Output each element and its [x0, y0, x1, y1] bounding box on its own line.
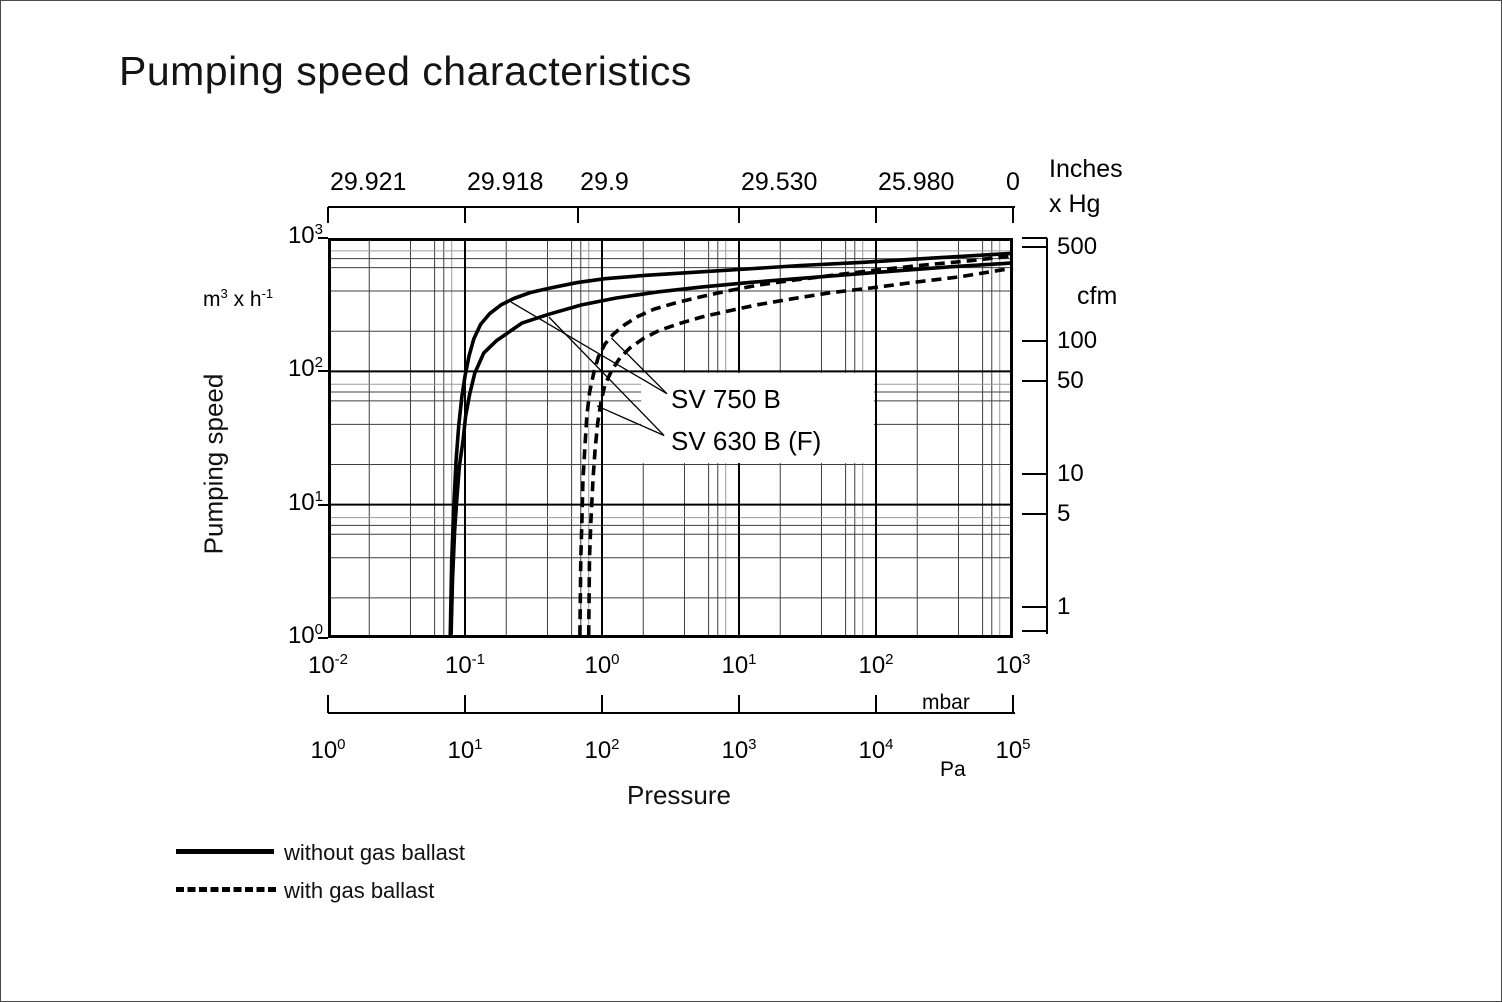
leader-line — [548, 316, 665, 436]
inches-hg-tick-label: 29.918 — [467, 168, 544, 196]
leader-line — [596, 405, 665, 437]
y-axis-tick-label: 101 — [287, 487, 323, 516]
mbar-tick-label: 10-2 — [307, 651, 349, 679]
y-axis-tick-label: 100 — [287, 621, 323, 649]
cfm-tick — [1022, 513, 1047, 516]
cfm-tick — [1022, 606, 1047, 609]
curve-sv-630-b-f-with-gas-ballast — [586, 266, 1014, 636]
inches-hg-tick-label: 29.9 — [580, 168, 629, 196]
inches-hg-tick — [464, 207, 466, 223]
inches-hg-axis-line — [328, 206, 1015, 208]
inches-hg-tick — [1012, 207, 1014, 223]
cfm-tick-label: 50 — [1057, 366, 1084, 394]
dashed-line-swatch — [176, 887, 276, 892]
pa-tick-label: 105 — [995, 736, 1031, 764]
y-axis-tick — [318, 370, 328, 373]
cfm-tick-label: 10 — [1057, 459, 1084, 487]
cfm-axis-line — [1046, 238, 1048, 634]
x-axis-title: Pressure — [626, 780, 732, 810]
pa-tick-label: 103 — [721, 736, 757, 764]
curve-sv-750-b-without-gas-ballast — [448, 251, 1014, 639]
mbar-unit-label: mbar — [922, 691, 970, 714]
leader-line — [610, 337, 668, 395]
cfm-tick — [1022, 339, 1047, 342]
y-unit-base: m — [203, 288, 221, 311]
pa-unit-label: Pa — [940, 758, 966, 781]
curve-sv-750-b-with-gas-ballast — [578, 254, 1014, 636]
inches-hg-tick — [577, 207, 580, 223]
y-axis-unit: m3 x h-1 — [203, 286, 274, 312]
pa-tick — [1012, 695, 1014, 713]
y-unit-sup1: 3 — [220, 286, 228, 301]
mbar-tick-label: 10-1 — [444, 651, 486, 679]
curve-label-sv750b: SV 750 B — [671, 384, 781, 414]
inches-hg-tick-label: 0 — [1006, 168, 1020, 196]
plot-border — [328, 238, 1013, 638]
inches-hg-tick-label: 25.980 — [878, 168, 955, 196]
cfm-axis-end-tick — [1022, 630, 1047, 632]
curve-label-sv630b: SV 630 B (F) — [671, 426, 822, 456]
solid-line-swatch — [176, 849, 274, 854]
y-unit-sup2: -1 — [261, 286, 274, 301]
inches-hg-tick-label: 29.921 — [330, 168, 407, 196]
mbar-tick-label: 102 — [858, 651, 894, 679]
label-mask-box — [641, 372, 874, 464]
inches-hg-axis-label-line2: x Hg — [1049, 190, 1101, 218]
figure-title: Pumping speed characteristics — [119, 48, 692, 94]
mbar-tick-label: 103 — [995, 651, 1031, 679]
cfm-tick-label: 500 — [1057, 233, 1098, 261]
leader-line — [510, 301, 668, 395]
inches-hg-axis-label-line1: Inches — [1049, 155, 1123, 183]
pa-tick-label: 100 — [310, 736, 346, 764]
y-unit-mid: x h — [227, 288, 262, 311]
y-axis-tick — [318, 503, 328, 506]
inches-hg-tick — [875, 207, 877, 223]
pa-tick-label: 102 — [584, 736, 620, 764]
cfm-axis-label: cfm — [1077, 282, 1118, 310]
cfm-axis-end-tick — [1022, 237, 1047, 239]
cfm-tick-label: 5 — [1057, 500, 1071, 528]
cfm-tick-label: 100 — [1057, 326, 1098, 354]
legend-label: without gas ballast — [284, 840, 465, 865]
chart-plot-area — [328, 238, 1014, 639]
pa-tick — [327, 695, 329, 713]
inches-hg-tick — [327, 207, 329, 223]
y-axis-tick — [318, 637, 328, 639]
y-axis-tick-label: 103 — [287, 221, 323, 249]
cfm-tick — [1022, 472, 1047, 475]
y-axis-tick — [318, 237, 328, 239]
inches-hg-tick — [738, 207, 740, 223]
pa-tick — [601, 695, 603, 713]
mbar-tick-label: 101 — [721, 651, 757, 679]
pa-tick — [738, 695, 740, 713]
pa-tick — [875, 695, 877, 713]
pa-tick — [464, 695, 466, 713]
pa-axis-line — [328, 712, 1015, 714]
pa-tick-label: 101 — [447, 736, 483, 764]
cfm-tick — [1022, 379, 1047, 382]
y-axis-title: Pumping speed — [198, 373, 229, 555]
cfm-tick-label: 1 — [1057, 593, 1071, 621]
y-axis-tick-label: 102 — [287, 354, 323, 383]
inches-hg-tick-label: 29.530 — [741, 168, 818, 196]
legend-label: with gas ballast — [284, 878, 435, 903]
curve-sv-630-b-f-without-gas-ballast — [449, 261, 1014, 639]
pa-tick-label: 104 — [858, 736, 894, 764]
mbar-tick-label: 100 — [584, 651, 620, 679]
cfm-tick — [1022, 246, 1047, 249]
